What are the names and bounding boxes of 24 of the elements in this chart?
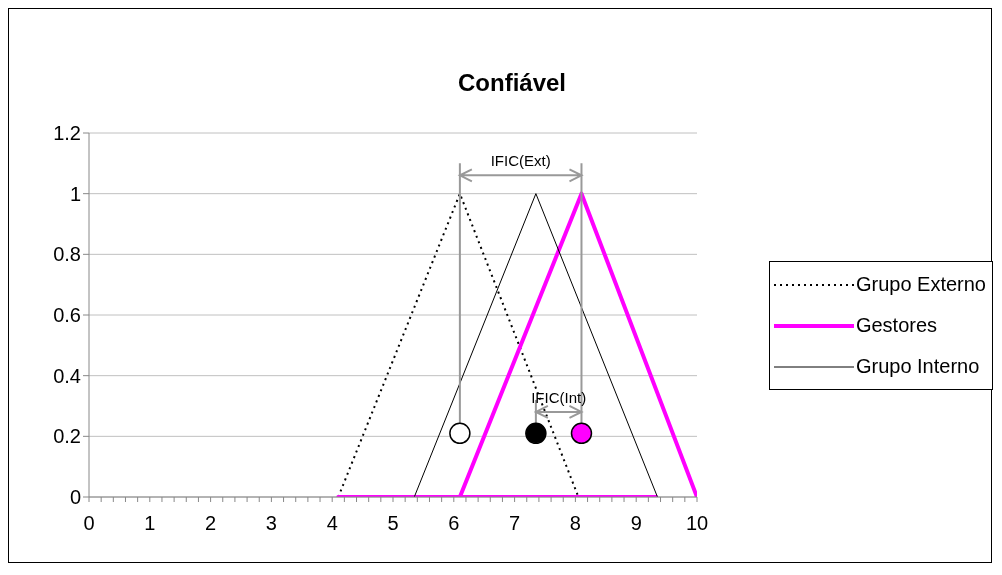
annotation: IFIC(Int) — [531, 388, 587, 406]
x-tick-label: 2 — [205, 512, 217, 535]
x-tick-label: 9 — [630, 512, 642, 535]
x-tick-label: 8 — [569, 512, 581, 535]
y-tick-label: 0.8 — [53, 243, 81, 266]
x-tick-label: 4 — [326, 512, 338, 535]
y-tick-label: 0 — [69, 486, 81, 509]
y-tick-label: 1.2 — [53, 122, 81, 145]
x-tick-label: 10 — [685, 512, 709, 535]
x-tick-label: 1 — [144, 512, 156, 535]
legend-label: Grupo Externo — [855, 273, 986, 296]
legend-label: Grupo Interno — [855, 355, 980, 378]
chart-title: Confiável — [457, 69, 567, 97]
x-tick-label: 7 — [509, 512, 521, 535]
annotation: IFIC(Ext) — [490, 152, 551, 170]
y-tick-label: 0.4 — [53, 364, 81, 387]
x-tick-label: 6 — [448, 512, 460, 535]
x-tick-label: 5 — [387, 512, 399, 535]
y-tick-label: 1 — [69, 182, 81, 205]
y-tick-label: 0.6 — [53, 304, 81, 327]
legend-label: Gestores — [855, 314, 938, 337]
y-tick-label: 0.2 — [53, 425, 81, 448]
x-tick-label: 0 — [83, 512, 95, 535]
x-tick-label: 3 — [265, 512, 277, 535]
